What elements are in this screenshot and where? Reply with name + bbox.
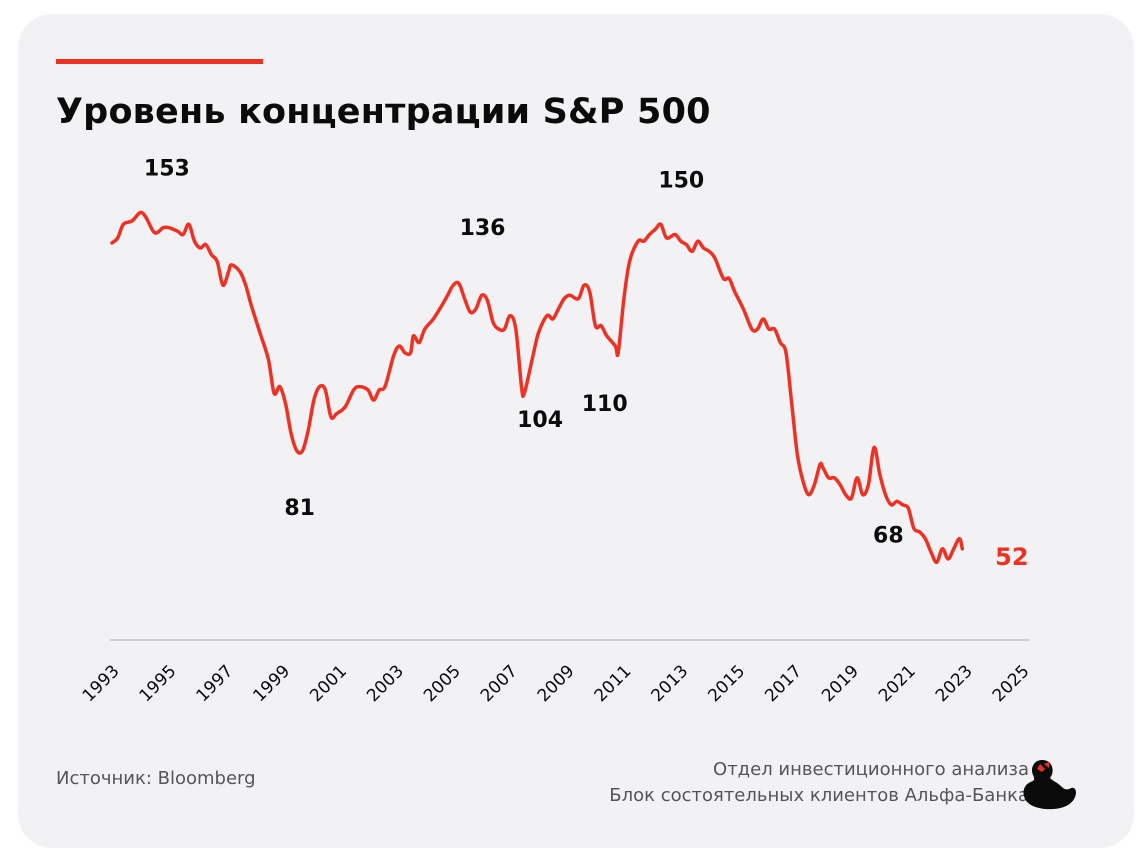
title-accent-bar [56, 59, 263, 64]
series-line [110, 210, 965, 565]
data-labels: 153 81 136 104 110 150 68 52 [144, 156, 1029, 570]
x-tick-label: 2005 [420, 661, 465, 706]
x-tick-label: 2023 [932, 661, 977, 706]
x-axis: 1993 1995 1997 1999 2001 2003 2005 2007 2009 2011… [79, 639, 1034, 706]
data-label: 153 [144, 156, 190, 181]
x-tick-label: 1997 [193, 661, 238, 706]
department-credit: Отдел инвестиционного анализа Блок состо… [609, 757, 1029, 809]
chart-title: Уровень концентрации S&P 500 [56, 92, 711, 132]
x-tick-label: 2025 [989, 661, 1034, 706]
data-label: 81 [284, 496, 315, 521]
x-tick-label: 2021 [875, 661, 920, 706]
data-label: 110 [582, 392, 628, 417]
series-layer [110, 210, 965, 565]
department-line-2: Блок состоятельных клиентов Альфа-Банка [609, 785, 1029, 806]
x-tick-label: 2011 [591, 661, 636, 706]
x-tick-label: 2017 [761, 661, 806, 706]
x-tick-label: 1993 [79, 661, 124, 706]
data-label: 136 [460, 216, 506, 241]
data-label: 150 [658, 169, 704, 194]
duck-logo-icon [1023, 760, 1076, 810]
x-tick-label: 1995 [136, 661, 181, 706]
chart-card [18, 14, 1134, 848]
x-tick-label: 1999 [249, 661, 294, 706]
x-tick-label: 2001 [306, 661, 351, 706]
latest-value-label: 52 [995, 543, 1028, 571]
x-tick-label: 2013 [648, 661, 693, 706]
data-label: 68 [873, 524, 904, 549]
department-line-1: Отдел инвестиционного анализа [713, 759, 1029, 780]
x-tick-label: 2015 [704, 661, 749, 706]
x-tick-label: 2007 [477, 661, 522, 706]
x-tick-label: 2019 [818, 661, 863, 706]
x-tick-label: 2009 [534, 661, 579, 706]
data-label: 104 [517, 408, 563, 433]
source-note: Источник: Bloomberg [56, 768, 256, 789]
x-tick-label: 2003 [363, 661, 408, 706]
